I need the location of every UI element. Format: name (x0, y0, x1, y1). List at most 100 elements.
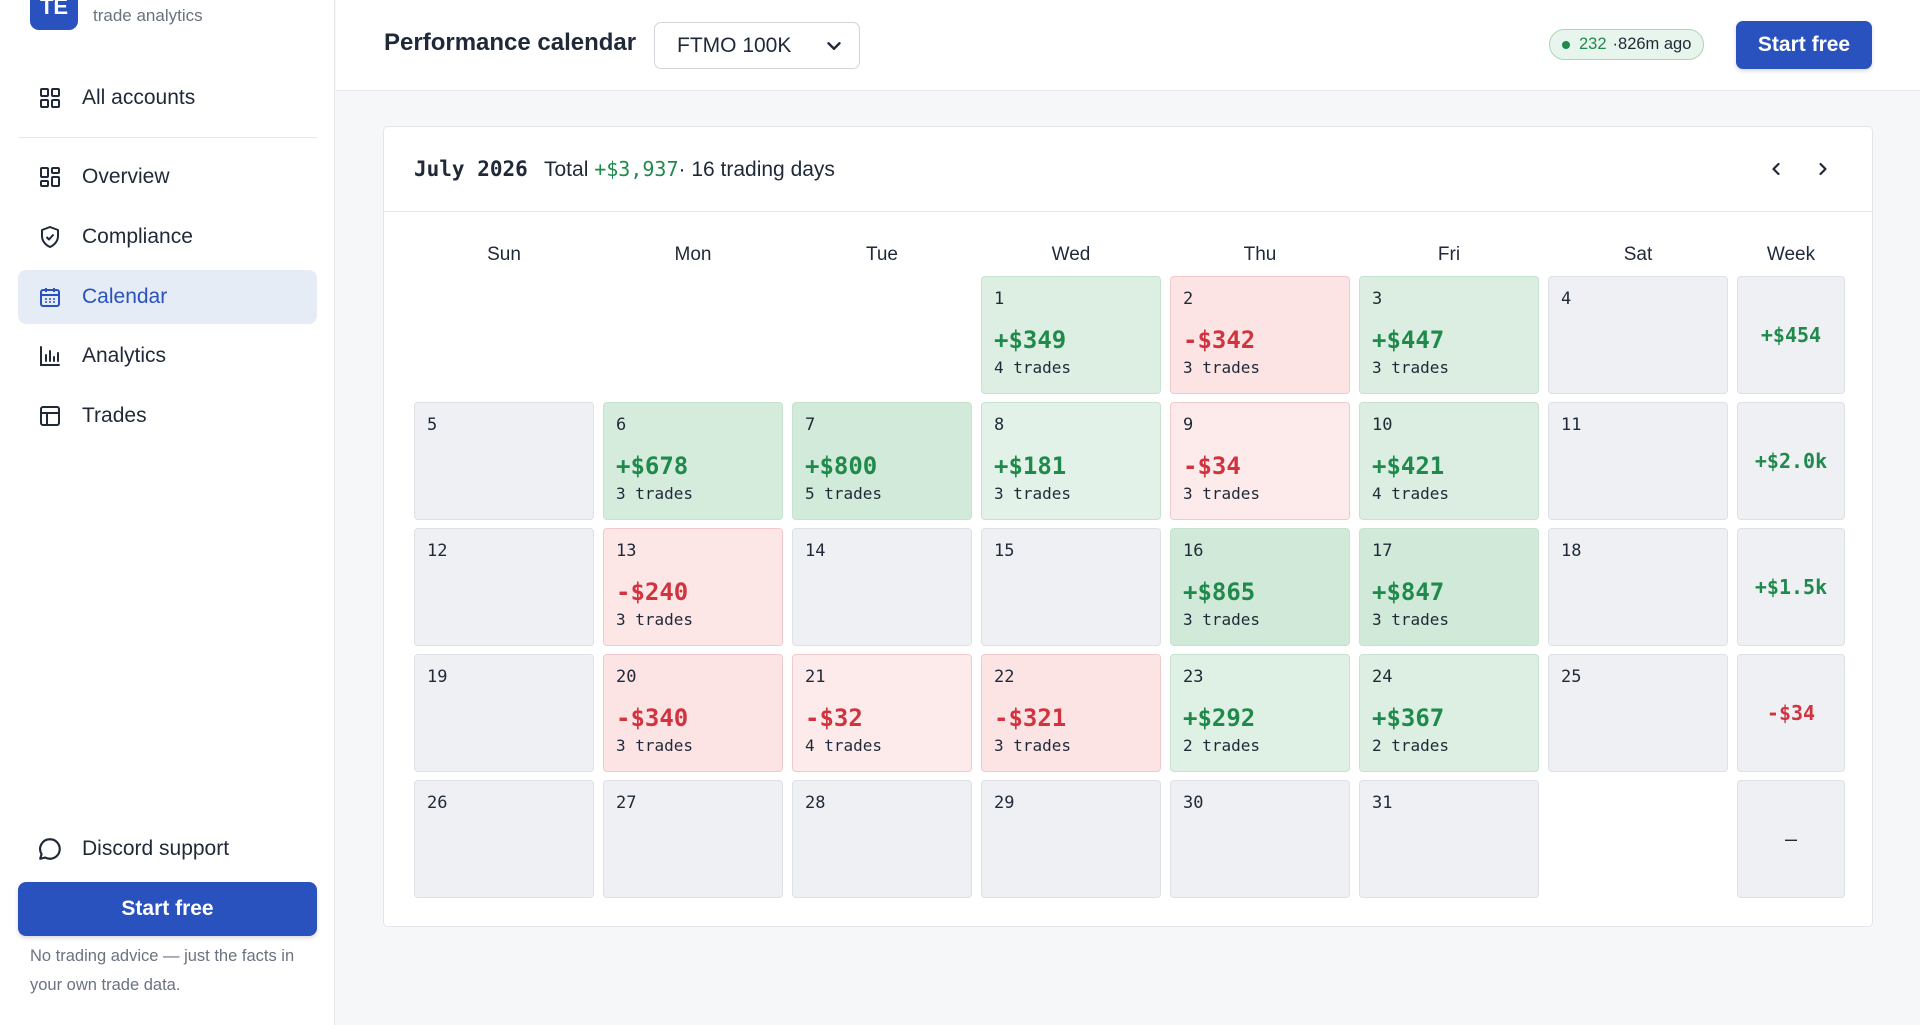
sidebar-item-calendar[interactable]: Calendar (18, 270, 317, 324)
disclaimer-text: No trading advice — just the facts in yo… (30, 947, 295, 994)
weekday-header: Fri (1437, 244, 1461, 265)
day-number: 1 (994, 289, 1005, 309)
day-pnl: +$181 (994, 452, 1067, 480)
calendar-day-cell[interactable]: 20 -$340 3 trades (603, 654, 783, 772)
prev-month-button[interactable] (1758, 151, 1794, 187)
day-pnl: +$847 (1372, 578, 1445, 606)
calendar-day-cell[interactable]: 28 (792, 780, 972, 898)
brand[interactable]: TE trade analytics (30, 0, 203, 30)
week-total-cell: — (1737, 780, 1845, 898)
calendar-day-cell[interactable]: 4 (1548, 276, 1728, 394)
month-total: Total +$3,937· 16 trading days (544, 157, 835, 182)
chevron-down-icon (823, 35, 845, 63)
header-start-free-button[interactable]: Start free (1736, 21, 1872, 69)
day-number: 23 (1183, 667, 1204, 687)
weekday-header: Sun (487, 244, 521, 265)
calendar-day-cell[interactable]: 27 (603, 780, 783, 898)
calendar-day-cell[interactable]: 30 (1170, 780, 1350, 898)
calendar-day-cell[interactable]: 24 +$367 2 trades (1359, 654, 1539, 772)
shield-check-icon (36, 223, 64, 251)
day-pnl: -$32 (805, 704, 863, 732)
calendar-day-cell[interactable]: 12 (414, 528, 594, 646)
brand-tagline: trade analytics (93, 6, 203, 25)
calendar-day-cell[interactable]: 2 -$342 3 trades (1170, 276, 1350, 394)
day-trade-count: 2 trades (1372, 736, 1450, 755)
calendar-day-cell[interactable]: 10 +$421 4 trades (1359, 402, 1539, 520)
start-free-button[interactable]: Start free (18, 882, 317, 936)
calendar-day-cell[interactable]: 29 (981, 780, 1161, 898)
account-select[interactable]: FTMO 100K (654, 22, 860, 69)
calendar-day-cell[interactable]: 19 (414, 654, 594, 772)
calendar-day-cell[interactable]: 9 -$34 3 trades (1170, 402, 1350, 520)
calendar-day-cell[interactable]: 8 +$181 3 trades (981, 402, 1161, 520)
calendar-day-cell[interactable]: 16 +$865 3 trades (1170, 528, 1350, 646)
sidebar-item-label: Trades (82, 404, 147, 427)
grid-icon (36, 84, 64, 112)
calendar-day-cell[interactable]: 26 (414, 780, 594, 898)
day-number: 21 (805, 667, 826, 687)
day-pnl: -$321 (994, 704, 1067, 732)
day-number: 16 (1183, 541, 1204, 561)
day-number: 29 (994, 793, 1015, 813)
day-number: 9 (1183, 415, 1194, 435)
calendar-day-cell[interactable]: 21 -$32 4 trades (792, 654, 972, 772)
brand-logo[interactable]: TE (30, 0, 78, 30)
week-total-cell: +$454 (1737, 276, 1845, 394)
day-trade-count: 3 trades (616, 610, 694, 629)
sidebar-item-analytics[interactable]: Analytics (18, 329, 317, 383)
calendar-day-cell[interactable]: 17 +$847 3 trades (1359, 528, 1539, 646)
sidebar-item-label: Discord support (82, 837, 230, 860)
sidebar-item-overview[interactable]: Overview (18, 150, 317, 204)
day-trade-count: 3 trades (616, 736, 694, 755)
weekday-header: Wed (1051, 244, 1091, 265)
status-dot-icon (1562, 40, 1570, 49)
calendar-day-cell[interactable]: 22 -$321 3 trades (981, 654, 1161, 772)
sidebar-divider (18, 137, 317, 138)
chat-bubble-icon (36, 835, 64, 863)
calendar-day-cell[interactable]: 11 (1548, 402, 1728, 520)
weekday-header: Week (1766, 244, 1816, 265)
day-number: 15 (994, 541, 1015, 561)
day-number: 13 (616, 541, 637, 561)
day-number: 3 (1372, 289, 1383, 309)
month-label: July 2026 (414, 157, 528, 181)
day-number: 25 (1561, 667, 1582, 687)
calendar-day-cell[interactable]: 6 +$678 3 trades (603, 402, 783, 520)
weekday-header: Mon (674, 244, 712, 265)
sidebar-item-all-accounts[interactable]: All accounts (18, 71, 317, 125)
weekday-header: Sat (1623, 244, 1653, 265)
top-header: Performance calendar FTMO 100K 232 ·826m… (336, 0, 1920, 91)
calendar-day-cell[interactable]: 18 (1548, 528, 1728, 646)
calendar-day-cell[interactable]: 23 +$292 2 trades (1170, 654, 1350, 772)
chevron-left-icon (1772, 162, 1780, 176)
day-number: 11 (1561, 415, 1582, 435)
week-total-value: +$454 (1760, 323, 1822, 347)
day-pnl: +$800 (805, 452, 878, 480)
day-number: 30 (1183, 793, 1204, 813)
day-trade-count: 2 trades (1183, 736, 1261, 755)
sidebar-item-discord-support[interactable]: Discord support (18, 822, 317, 876)
day-trade-count: 3 trades (1183, 610, 1261, 629)
calendar-day-cell[interactable]: 1 +$349 4 trades (981, 276, 1161, 394)
next-month-button[interactable] (1805, 151, 1841, 187)
calendar-day-cell[interactable]: 15 (981, 528, 1161, 646)
calendar-day-cell[interactable]: 5 (414, 402, 594, 520)
day-pnl: -$340 (616, 704, 689, 732)
day-number: 10 (1372, 415, 1393, 435)
week-total-cell: +$1.5k (1737, 528, 1845, 646)
sidebar-item-trades[interactable]: Trades (18, 389, 317, 443)
week-total-value: -$34 (1766, 701, 1816, 725)
sidebar: TE trade analytics All accounts Overview… (0, 0, 335, 1025)
calendar-day-cell[interactable]: 13 -$240 3 trades (603, 528, 783, 646)
calendar-day-cell[interactable]: 7 +$800 5 trades (792, 402, 972, 520)
calendar-card: July 2026 Total +$3,937· 16 trading days… (383, 126, 1873, 927)
day-number: 27 (616, 793, 637, 813)
calendar-day-cell[interactable]: 31 (1359, 780, 1539, 898)
calendar-day-cell[interactable]: 3 +$447 3 trades (1359, 276, 1539, 394)
calendar-day-cell[interactable]: 25 (1548, 654, 1728, 772)
calendar-day-cell[interactable]: 14 (792, 528, 972, 646)
sidebar-item-compliance[interactable]: Compliance (18, 210, 317, 264)
bar-chart-icon (36, 342, 64, 370)
trading-days: · 16 trading days (678, 158, 835, 181)
day-number: 22 (994, 667, 1015, 687)
